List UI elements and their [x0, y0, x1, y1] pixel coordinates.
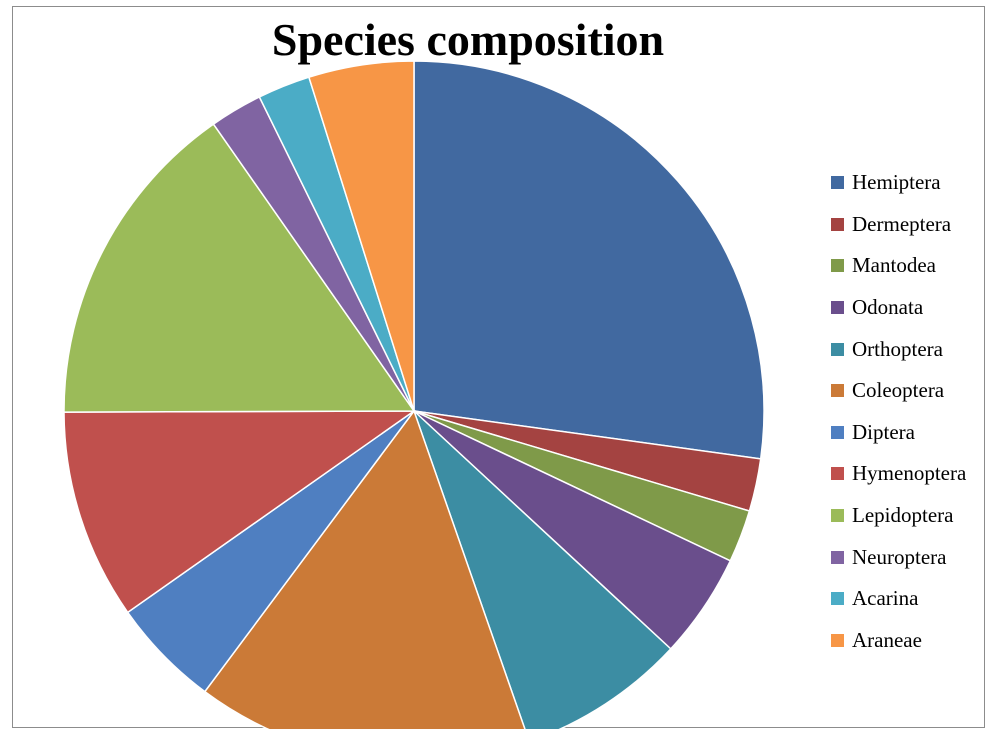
legend-swatch [831, 592, 844, 606]
pie-slice-orthoptera [413, 410, 672, 729]
legend-item-dermeptera: Dermeptera [831, 204, 966, 246]
legend-item-acarina: Acarina [831, 578, 966, 620]
legend-label: Odonata [852, 295, 924, 320]
legend-label: Lepidoptera [852, 503, 954, 528]
pie-chart [63, 60, 765, 729]
legend-swatch [831, 633, 844, 647]
pie-slice-lepidoptera [63, 123, 416, 413]
legend-swatch [831, 384, 844, 398]
legend-swatch [831, 342, 844, 356]
legend-label: Dermeptera [852, 211, 952, 236]
legend-item-lepidoptera: Lepidoptera [831, 495, 966, 537]
legend-swatch [831, 509, 844, 523]
pie-slice-araneae [307, 60, 415, 412]
legend-label: Diptera [852, 419, 915, 444]
legend-label: Hymenoptera [852, 461, 967, 486]
legend-swatch [831, 425, 844, 439]
legend: Hemiptera Dermeptera Mantodea Odonata Orthop… [831, 162, 966, 661]
legend-label: Mantodea [852, 253, 936, 278]
legend-label: Hemiptera [852, 170, 941, 195]
legend-item-araneae: Araneae [831, 620, 966, 662]
legend-swatch [831, 176, 844, 190]
legend-item-hemiptera: Hemiptera [831, 162, 966, 204]
legend-swatch [831, 467, 844, 481]
legend-swatch [831, 259, 844, 273]
legend-item-orthoptera: Orthoptera [831, 328, 966, 370]
pie-slice-hemiptera [413, 60, 765, 460]
chart-title: Species composition [271, 14, 665, 65]
legend-item-mantodea: Mantodea [831, 245, 966, 287]
legend-label: Acarina [852, 586, 919, 611]
legend-swatch [831, 550, 844, 564]
pie-slice-hymenoptera [63, 410, 417, 614]
pie-slice-coleoptera [203, 409, 526, 729]
legend-label: Orthoptera [852, 336, 943, 361]
legend-label: Coleoptera [852, 378, 945, 403]
legend-item-diptera: Diptera [831, 412, 966, 454]
legend-swatch [831, 217, 844, 231]
legend-swatch [831, 301, 844, 315]
legend-item-neuroptera: Neuroptera [831, 536, 966, 578]
legend-item-hymenoptera: Hymenoptera [831, 453, 966, 495]
legend-label: Araneae [852, 627, 922, 652]
legend-label: Neuroptera [852, 544, 947, 569]
chart-area: Species composition Hemiptera Dermeptera M… [12, 6, 985, 729]
legend-item-odonata: Odonata [831, 287, 966, 329]
legend-item-coleoptera: Coleoptera [831, 370, 966, 412]
